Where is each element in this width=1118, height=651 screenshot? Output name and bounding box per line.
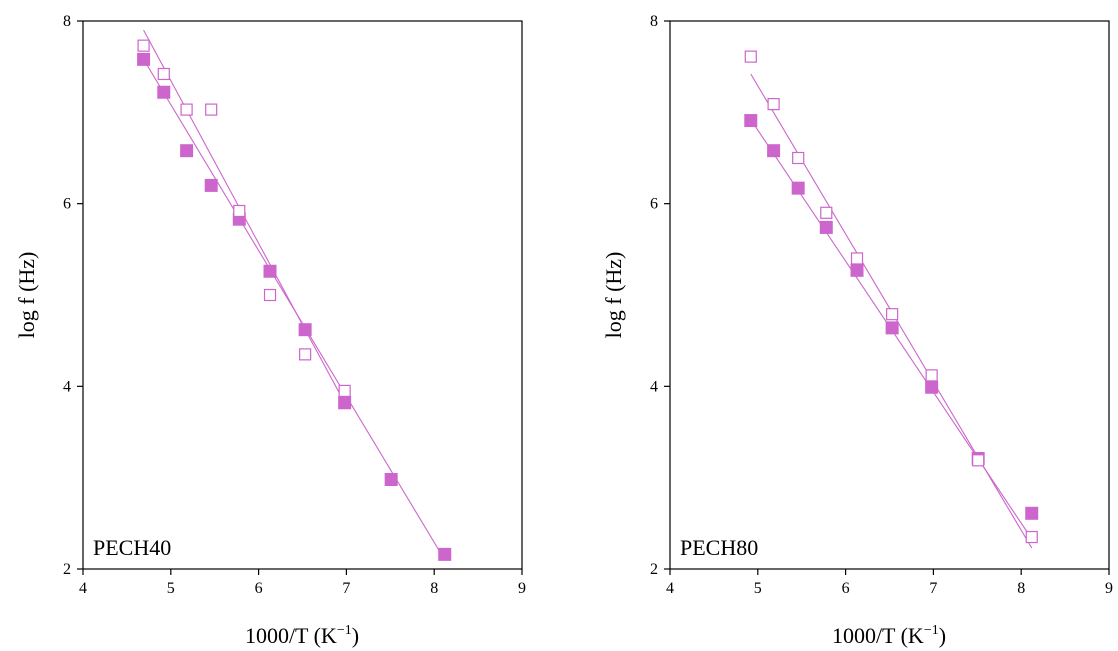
filled-square-marker bbox=[157, 85, 171, 99]
open-square-marker bbox=[263, 288, 277, 302]
plot-frame bbox=[82, 20, 523, 570]
x-tick-label: 4 bbox=[666, 580, 674, 597]
y-tick-label: 8 bbox=[650, 13, 658, 30]
y-tick-label: 2 bbox=[63, 561, 71, 578]
x-tick-label: 8 bbox=[430, 580, 438, 597]
open-square-marker bbox=[1025, 530, 1038, 544]
y-tick-label: 6 bbox=[650, 196, 658, 213]
open-square-marker bbox=[137, 39, 150, 52]
filled-square-marker bbox=[180, 144, 194, 158]
open-square-marker bbox=[157, 67, 170, 81]
filled-square-marker bbox=[791, 181, 805, 195]
y-tick-label: 2 bbox=[650, 561, 658, 578]
open-square-marker bbox=[338, 384, 351, 397]
filled-square-marker bbox=[384, 472, 398, 486]
x-tick-label: 6 bbox=[842, 580, 850, 597]
y-axis-ticks: 2 4 6 8 bbox=[650, 13, 670, 578]
x-axis-title: 1000/T (K−1) bbox=[245, 623, 359, 648]
data-points bbox=[744, 50, 1039, 544]
filled-square-marker bbox=[925, 380, 939, 394]
filled-square-marker bbox=[298, 323, 312, 337]
x-tick-label: 7 bbox=[929, 580, 937, 597]
x-tick-label: 9 bbox=[518, 580, 526, 597]
filled-square-marker bbox=[819, 220, 833, 234]
open-square-marker bbox=[972, 454, 985, 467]
x-axis-title-superscript: −1 bbox=[924, 623, 939, 638]
open-square-marker bbox=[792, 151, 805, 165]
y-axis-title: log f (Hz) bbox=[601, 252, 626, 339]
x-axis-ticks: 4 5 6 7 8 9 bbox=[666, 569, 1113, 597]
y-tick-label: 6 bbox=[63, 196, 71, 213]
open-square-marker bbox=[744, 50, 757, 63]
plot-frame bbox=[669, 20, 1110, 570]
x-tick-label: 4 bbox=[79, 580, 87, 597]
filled-square-marker bbox=[1025, 506, 1039, 520]
y-axis-title: log f (Hz) bbox=[14, 252, 39, 339]
filled-square-marker bbox=[438, 547, 452, 561]
filled-square-marker bbox=[767, 144, 781, 158]
open-square-marker bbox=[233, 204, 246, 218]
filled-square-marker bbox=[137, 52, 151, 66]
sample-annotation: PECH80 bbox=[680, 535, 758, 560]
y-tick-label: 4 bbox=[63, 378, 71, 395]
filled-square-marker bbox=[850, 263, 864, 277]
x-tick-label: 9 bbox=[1105, 580, 1113, 597]
open-square-marker bbox=[205, 103, 218, 116]
x-axis-ticks: 4 5 6 7 8 9 bbox=[79, 569, 526, 597]
x-axis-title-superscript: −1 bbox=[337, 623, 352, 638]
x-tick-label: 6 bbox=[255, 580, 263, 597]
open-square-marker bbox=[850, 252, 864, 265]
y-tick-label: 8 bbox=[63, 13, 71, 30]
open-square-marker bbox=[180, 103, 193, 116]
data-points bbox=[137, 39, 452, 561]
x-tick-label: 8 bbox=[1017, 580, 1025, 597]
sample-annotation: PECH40 bbox=[93, 535, 171, 560]
x-tick-label: 5 bbox=[754, 580, 762, 597]
open-square-marker bbox=[886, 308, 899, 321]
open-square-marker bbox=[820, 206, 833, 219]
x-tick-label: 5 bbox=[167, 580, 175, 597]
filled-square-marker bbox=[204, 178, 218, 192]
x-tick-label: 7 bbox=[342, 580, 350, 597]
y-tick-label: 4 bbox=[650, 378, 658, 395]
y-axis-ticks: 2 4 6 8 bbox=[63, 13, 83, 578]
filled-square-marker bbox=[263, 264, 277, 278]
open-square-marker bbox=[767, 98, 780, 111]
filled-square-marker bbox=[885, 321, 899, 335]
open-square-marker bbox=[299, 348, 312, 361]
filled-square-marker bbox=[744, 114, 758, 128]
filled-square-marker bbox=[338, 396, 352, 410]
open-square-marker bbox=[925, 369, 938, 382]
x-axis-title: 1000/T (K−1) bbox=[832, 623, 946, 648]
